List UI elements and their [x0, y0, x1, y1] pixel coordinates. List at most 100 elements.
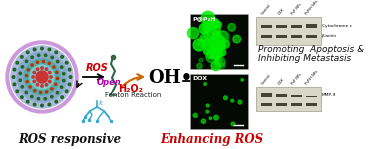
Circle shape: [201, 119, 206, 123]
Text: PsP NPs: PsP NPs: [291, 73, 302, 86]
Circle shape: [30, 65, 54, 89]
Bar: [276, 35, 287, 38]
Circle shape: [31, 56, 33, 59]
Circle shape: [197, 63, 202, 69]
Circle shape: [45, 91, 48, 93]
Circle shape: [13, 83, 16, 86]
Circle shape: [231, 122, 235, 126]
Circle shape: [211, 36, 217, 43]
Circle shape: [49, 80, 51, 83]
Bar: [276, 103, 287, 106]
Circle shape: [6, 41, 78, 113]
Circle shape: [206, 104, 209, 107]
Circle shape: [37, 97, 40, 100]
Circle shape: [213, 44, 223, 53]
Circle shape: [216, 31, 227, 42]
Circle shape: [238, 100, 242, 104]
Circle shape: [61, 96, 64, 98]
Circle shape: [45, 84, 48, 86]
Circle shape: [62, 79, 65, 82]
Circle shape: [21, 86, 23, 88]
Circle shape: [48, 62, 50, 64]
Bar: [261, 103, 272, 106]
Circle shape: [215, 36, 225, 45]
Circle shape: [27, 69, 29, 71]
Circle shape: [208, 21, 220, 34]
Circle shape: [208, 37, 218, 47]
Text: PsP/H NPs: PsP/H NPs: [304, 70, 319, 86]
Circle shape: [217, 42, 226, 50]
Text: OH•: OH•: [148, 69, 192, 87]
Bar: [306, 24, 317, 28]
Circle shape: [16, 61, 19, 64]
Circle shape: [216, 51, 223, 57]
Circle shape: [210, 23, 216, 29]
Circle shape: [55, 51, 57, 54]
Circle shape: [20, 96, 23, 98]
Circle shape: [204, 83, 206, 85]
Circle shape: [220, 63, 225, 69]
Circle shape: [209, 51, 217, 59]
Circle shape: [36, 68, 39, 70]
Circle shape: [44, 54, 47, 56]
Circle shape: [201, 11, 214, 24]
Circle shape: [211, 61, 220, 71]
Circle shape: [26, 80, 28, 83]
Circle shape: [25, 60, 28, 63]
Text: β-actin: β-actin: [322, 34, 337, 38]
Bar: [276, 94, 287, 97]
Circle shape: [201, 12, 215, 26]
Circle shape: [36, 61, 39, 63]
Circle shape: [54, 83, 57, 85]
Circle shape: [199, 58, 203, 62]
Circle shape: [187, 28, 198, 39]
Text: Enhancing ROS: Enhancing ROS: [160, 133, 263, 146]
Circle shape: [31, 64, 33, 66]
Circle shape: [45, 68, 48, 70]
Circle shape: [32, 76, 34, 78]
Text: Fenton Reaction: Fenton Reaction: [105, 92, 161, 98]
Text: PsP/H NPs: PsP/H NPs: [304, 0, 319, 16]
Circle shape: [36, 71, 48, 83]
Text: ROS: ROS: [86, 63, 109, 73]
Circle shape: [199, 23, 209, 34]
Text: DOX: DOX: [277, 78, 285, 86]
Bar: [276, 25, 287, 28]
Text: Open: Open: [97, 78, 122, 87]
Circle shape: [20, 56, 23, 58]
Circle shape: [36, 84, 39, 86]
Bar: [190, 74, 248, 129]
Circle shape: [12, 76, 15, 78]
Circle shape: [214, 115, 218, 120]
Circle shape: [216, 31, 221, 37]
Circle shape: [41, 47, 43, 50]
Circle shape: [68, 83, 71, 86]
Text: ROS responsive: ROS responsive: [18, 133, 121, 146]
Circle shape: [206, 110, 209, 113]
Circle shape: [210, 24, 220, 34]
Circle shape: [48, 103, 51, 106]
Circle shape: [203, 24, 212, 33]
Circle shape: [206, 50, 219, 63]
Circle shape: [65, 90, 68, 93]
Circle shape: [209, 18, 219, 28]
Circle shape: [17, 52, 67, 102]
Circle shape: [215, 57, 225, 67]
Circle shape: [211, 33, 217, 39]
Circle shape: [50, 76, 52, 78]
Circle shape: [26, 51, 29, 54]
Circle shape: [219, 49, 226, 56]
Circle shape: [206, 40, 220, 53]
Circle shape: [231, 99, 234, 102]
Circle shape: [209, 117, 212, 119]
Circle shape: [33, 48, 36, 51]
Circle shape: [206, 51, 214, 59]
Circle shape: [223, 96, 227, 100]
Bar: [261, 25, 272, 28]
Circle shape: [51, 88, 53, 90]
Circle shape: [60, 66, 63, 68]
Circle shape: [25, 74, 28, 77]
Bar: [261, 93, 272, 97]
Circle shape: [228, 24, 235, 31]
Circle shape: [209, 41, 219, 51]
